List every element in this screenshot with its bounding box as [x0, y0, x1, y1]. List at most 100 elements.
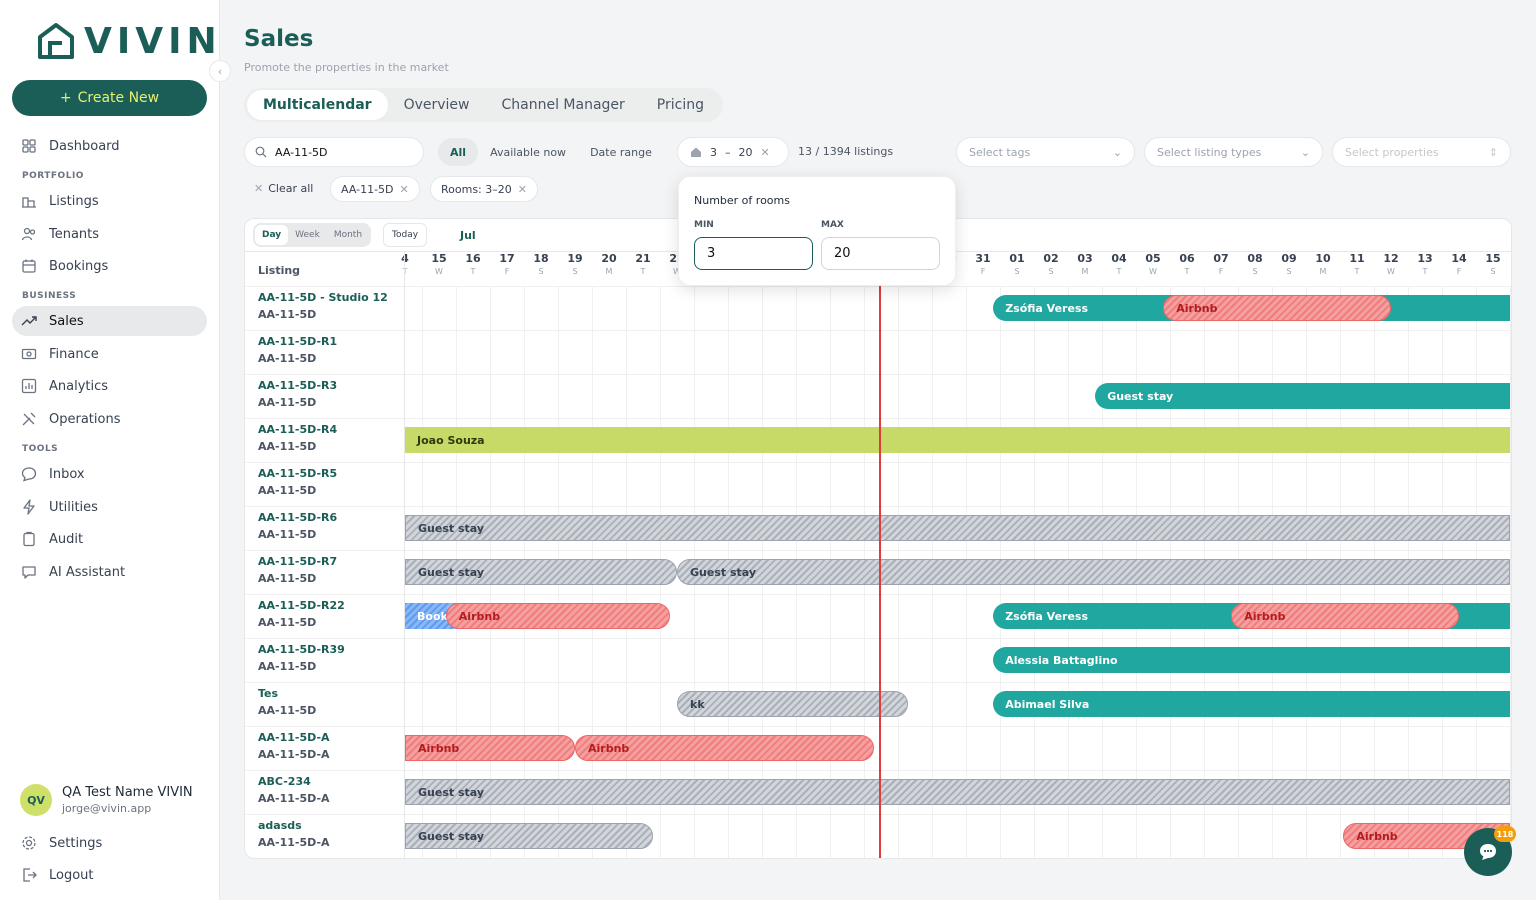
min-rooms-input[interactable] [694, 237, 813, 270]
booking-bar[interactable]: Guest stay [677, 559, 1510, 585]
tab-multicalendar[interactable]: Multicalendar [247, 90, 388, 120]
close-icon: ✕ [254, 182, 264, 195]
sidebar-item-utilities[interactable]: Utilities [12, 492, 207, 522]
booking-bar[interactable]: Airbnb [405, 735, 575, 761]
listing-name[interactable]: AA-11-5D-R1 [258, 335, 338, 348]
rooms-filter-chip[interactable]: 3 – 20 ✕ [677, 137, 789, 167]
day-header: 18 S [524, 252, 558, 276]
booking-bar[interactable]: Guest stay [1095, 383, 1510, 409]
day-number: 16 [465, 252, 481, 265]
sidebar-item-label: Finance [49, 346, 99, 362]
sidebar-item-finance[interactable]: Finance [12, 339, 207, 369]
create-new-button[interactable]: + Create New [12, 80, 207, 116]
chip-label: Rooms: 3–20 [441, 182, 512, 196]
user-email: jorge@vivin.app [62, 802, 152, 815]
view-month[interactable]: Month [333, 230, 363, 240]
min-label: MIN [694, 220, 714, 230]
logout-link[interactable]: Logout [12, 860, 207, 890]
dashboard-icon [22, 139, 36, 153]
properties-select[interactable]: Select properties ⇕ [1332, 137, 1511, 167]
view-week[interactable]: Week [295, 230, 320, 240]
sidebar-item-bookings[interactable]: Bookings [12, 251, 207, 281]
filter-date-range[interactable]: Date range [590, 145, 652, 159]
sidebar-item-ai-assistant[interactable]: AI Assistant [12, 557, 207, 587]
page-tabs: Multicalendar Overview Channel Manager P… [244, 88, 723, 122]
clear-all-button[interactable]: ✕ Clear all [254, 182, 313, 195]
view-day[interactable]: Day [255, 225, 289, 245]
brand-logo[interactable]: VIVIN [36, 20, 222, 62]
tab-channel-manager[interactable]: Channel Manager [501, 97, 625, 113]
filter-available-now[interactable]: Available now [490, 145, 567, 159]
booking-bar[interactable]: kk [677, 691, 909, 717]
day-header: 07 F [1204, 252, 1238, 276]
close-icon[interactable]: ✕ [760, 145, 770, 159]
day-number: 20 [601, 252, 617, 265]
listing-name[interactable]: AA-11-5D-R22 [258, 599, 345, 612]
booking-bar[interactable]: Airbnb [575, 735, 875, 761]
booking-bar[interactable]: Guest stay [405, 823, 654, 849]
booking-bar[interactable]: Airbnb [1163, 295, 1391, 321]
max-rooms-input[interactable] [821, 237, 940, 270]
weekday-letter: S [572, 267, 578, 276]
sidebar: VIVIN + Create New Dashboard PORTFOLIO L… [0, 0, 220, 900]
listing-types-select[interactable]: Select listing types ⌄ [1144, 137, 1323, 167]
search-input[interactable]: AA-11-5D [244, 137, 424, 167]
day-number: 4 [401, 252, 409, 265]
lightning-icon [23, 499, 35, 515]
booking-bar[interactable]: Guest stay [405, 779, 1510, 805]
listing-name[interactable]: Tes [258, 687, 279, 700]
tags-select[interactable]: Select tags ⌄ [956, 137, 1135, 167]
user-profile[interactable]: QV QA Test Name VIVIN jorge@vivin.app [20, 784, 193, 816]
avatar: QV [20, 784, 52, 816]
filter-all[interactable]: All [438, 138, 479, 166]
booking-bar[interactable]: Guest stay [405, 515, 1510, 541]
booking-bar[interactable]: Abimael Silva [993, 691, 1510, 717]
filter-chip-search[interactable]: AA-11-5D ✕ [330, 176, 420, 202]
filter-chip-rooms[interactable]: Rooms: 3–20 ✕ [430, 176, 538, 202]
listing-name[interactable]: ABC-234 [258, 775, 311, 788]
sidebar-item-tenants[interactable]: Tenants [12, 219, 207, 249]
sidebar-item-dashboard[interactable]: Dashboard [12, 131, 207, 161]
sidebar-item-listings[interactable]: Listings [12, 186, 207, 216]
sidebar-item-operations[interactable]: Operations [12, 404, 207, 434]
rooms-min-value: 3 [710, 145, 717, 159]
listing-group: AA-11-5D [258, 660, 317, 673]
collapse-sidebar-button[interactable]: ‹ [209, 60, 231, 82]
listing-name[interactable]: AA-11-5D-A [258, 731, 330, 744]
listing-name[interactable]: AA-11-5D-R5 [258, 467, 338, 480]
today-button[interactable]: Today [383, 223, 428, 247]
weekday-letter: T [388, 267, 422, 276]
booking-bar[interactable]: Airbnb [1231, 603, 1459, 629]
sidebar-item-analytics[interactable]: Analytics [12, 371, 207, 401]
listing-name[interactable]: AA-11-5D-R3 [258, 379, 338, 392]
close-icon[interactable]: ✕ [399, 182, 409, 196]
close-icon[interactable]: ✕ [517, 182, 527, 196]
listing-name[interactable]: AA-11-5D-R7 [258, 555, 338, 568]
booking-bar[interactable]: Alessia Battaglino [993, 647, 1510, 673]
listing-group: AA-11-5D [258, 440, 317, 453]
chat-bubble-icon [1480, 844, 1496, 860]
listing-group: AA-11-5D [258, 616, 317, 629]
sidebar-item-audit[interactable]: Audit [12, 524, 207, 554]
day-header: 15 W [422, 252, 456, 276]
listing-name[interactable]: AA-11-5D-R4 [258, 423, 338, 436]
settings-link[interactable]: Settings [12, 828, 207, 858]
booking-bar[interactable]: Airbnb [445, 603, 671, 629]
listing-name[interactable]: AA-11-5D - Studio 12 [258, 291, 388, 304]
search-icon [255, 146, 267, 158]
listing-name[interactable]: adasds [258, 819, 302, 832]
tab-overview[interactable]: Overview [403, 97, 470, 113]
day-number: 18 [533, 252, 549, 265]
listing-name[interactable]: AA-11-5D-R6 [258, 511, 338, 524]
listing-name[interactable]: AA-11-5D-R39 [258, 643, 345, 656]
tab-pricing[interactable]: Pricing [656, 97, 704, 113]
booking-bar[interactable]: Joao Souza [405, 427, 1510, 453]
settings-label: Settings [49, 835, 103, 851]
weekday-letter: S [1048, 267, 1054, 276]
booking-bar[interactable]: Guest stay [405, 559, 677, 585]
logout-icon [23, 868, 37, 882]
day-number: 31 [975, 252, 991, 265]
sidebar-item-sales[interactable]: Sales [12, 306, 207, 336]
sidebar-item-inbox[interactable]: Inbox [12, 459, 207, 489]
listing-group: AA-11-5D-A [258, 792, 330, 805]
